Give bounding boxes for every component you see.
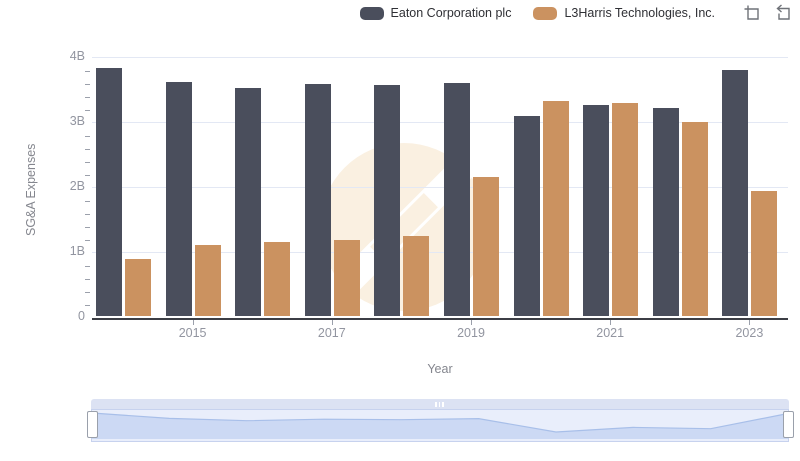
y-minor-tick [85, 136, 90, 137]
plot-area: 0 1B 2B 3B 4B 2015 2017 2019 2021 2023 [70, 49, 788, 340]
navigator-scrollbar-track[interactable] [91, 399, 789, 409]
navigator-grip-icon[interactable] [435, 402, 444, 407]
x-axis-title: Year [427, 362, 453, 376]
y-minor-tick [85, 292, 90, 293]
gridline-4B [92, 57, 788, 58]
bar-eaton-2021[interactable] [583, 104, 610, 316]
legend-swatch-eaton [359, 6, 384, 20]
bar-eaton-2016[interactable] [235, 87, 262, 316]
chart-toolbar [743, 4, 792, 22]
navigator-selected-range[interactable] [91, 409, 789, 442]
bar-l3harris-2015[interactable] [194, 244, 221, 316]
x-tick-2019 [471, 320, 472, 325]
x-axis-line [92, 318, 788, 320]
bar-l3harris-2021[interactable] [612, 103, 639, 316]
legend-label-l3harris: L3Harris Technologies, Inc. [564, 6, 715, 20]
legend: Eaton Corporation plc L3Harris Technolog… [359, 4, 792, 22]
bar-l3harris-2019[interactable] [473, 176, 499, 316]
gridline-3B [92, 122, 788, 123]
legend-swatch-l3harris [533, 6, 558, 20]
bar-l3harris-2022[interactable] [681, 121, 708, 316]
x-tick-2017 [331, 320, 333, 325]
x-tick-label-2015: 2015 [178, 326, 207, 340]
y-tick-label-3B: 3B [69, 114, 85, 128]
y-tick-label-4B: 4B [69, 49, 85, 63]
bar-eaton-2019[interactable] [444, 82, 470, 316]
y-minor-tick [85, 214, 90, 215]
y-minor-tick [85, 266, 90, 267]
y-axis-title: SG&A Expenses [24, 143, 38, 237]
y-minor-tick [85, 279, 90, 280]
bar-eaton-2015[interactable] [165, 82, 192, 316]
bar-l3harris-2016[interactable] [264, 241, 291, 316]
bar-eaton-2017[interactable] [304, 83, 331, 316]
legend-item-l3harris[interactable]: L3Harris Technologies, Inc. [533, 6, 715, 20]
bar-l3harris-2023[interactable] [751, 191, 778, 316]
x-tick-label-2019: 2019 [457, 326, 485, 340]
bar-eaton-2022[interactable] [652, 108, 679, 316]
bar-eaton-2020[interactable] [513, 116, 540, 316]
y-minor-tick [85, 110, 90, 111]
navigator-area [92, 413, 788, 439]
range-navigator [87, 399, 794, 443]
y-minor-tick [85, 71, 90, 72]
bar-eaton-2014[interactable] [96, 68, 122, 316]
y-minor-tick [85, 201, 90, 202]
y-tick-label-0: 0 [78, 309, 85, 323]
y-minor-tick [85, 240, 90, 241]
bar-l3harris-2014[interactable] [125, 259, 151, 316]
legend-label-eaton: Eaton Corporation plc [390, 6, 512, 20]
gridline-2B [92, 187, 788, 188]
x-tick-2021 [610, 320, 612, 325]
navigator-right-handle[interactable] [783, 411, 794, 438]
bar-eaton-2023[interactable] [722, 69, 749, 316]
bar-l3harris-2017[interactable] [333, 239, 360, 316]
gridline-1B [92, 252, 788, 253]
y-minor-tick [85, 84, 90, 85]
bar-l3harris-2020[interactable] [542, 100, 569, 316]
legend-item-eaton[interactable]: Eaton Corporation plc [359, 6, 512, 20]
y-tick-label-1B: 1B [69, 244, 85, 258]
navigator-line [92, 412, 788, 433]
y-minor-tick [85, 305, 90, 306]
navigator-left-handle[interactable] [87, 411, 98, 438]
reset-zoom-icon[interactable] [774, 4, 792, 22]
y-minor-tick [85, 97, 90, 98]
y-tick-label-2B: 2B [69, 179, 85, 193]
y-minor-tick [85, 227, 90, 228]
zoom-selection-icon[interactable] [743, 4, 761, 22]
bar-eaton-2018[interactable] [374, 85, 401, 316]
bar-l3harris-2018[interactable] [403, 236, 430, 316]
x-tick-2015 [192, 320, 194, 325]
x-tick-2023 [749, 320, 751, 325]
y-minor-tick [85, 162, 90, 163]
x-tick-label-2023: 2023 [735, 326, 764, 340]
x-tick-label-2021: 2021 [596, 326, 625, 340]
y-minor-tick [85, 149, 90, 150]
y-minor-tick [85, 175, 90, 176]
x-tick-label-2017: 2017 [317, 326, 346, 340]
